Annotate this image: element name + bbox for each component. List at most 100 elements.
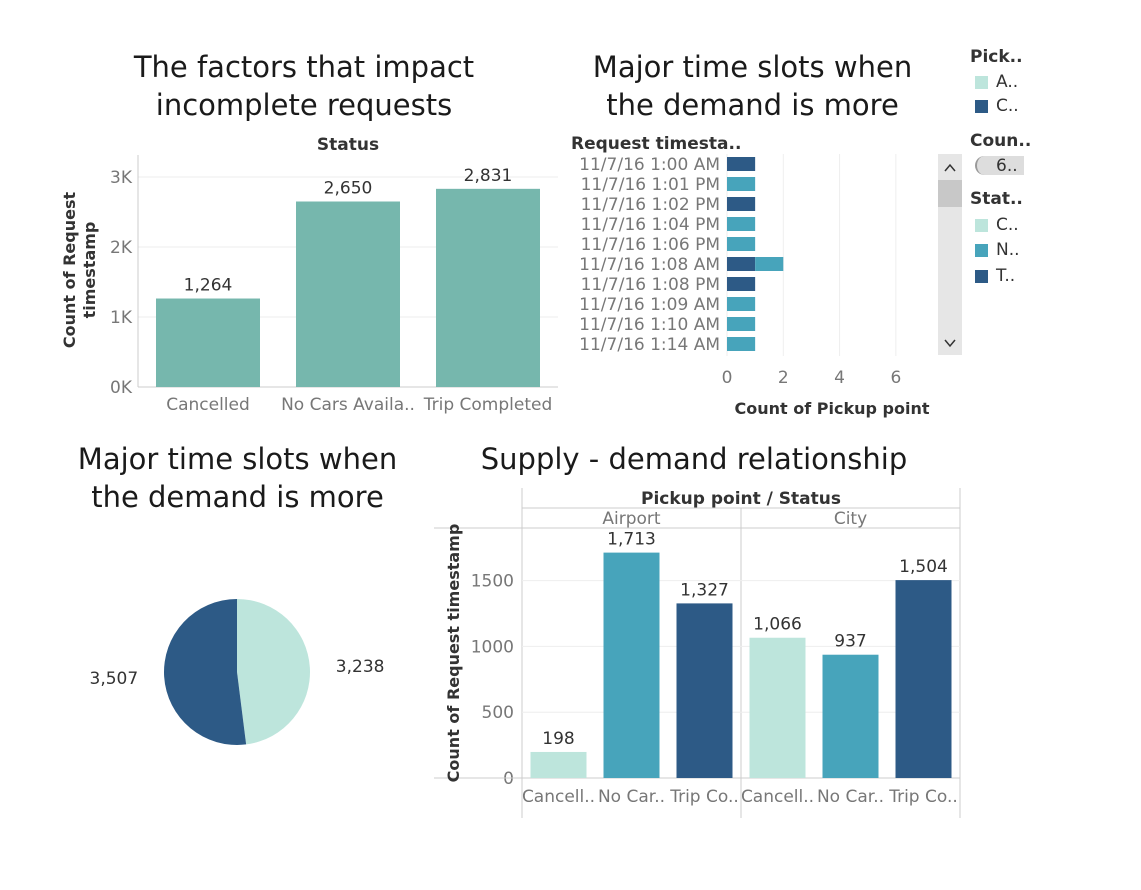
x-tick-label: 6 xyxy=(890,368,901,388)
bar-segment xyxy=(727,157,756,171)
y-axis-label-line: timestamp xyxy=(80,222,99,319)
x-tick-label: No Car.. xyxy=(598,787,665,807)
x-tick-label: Cancell.. xyxy=(522,787,595,807)
bar-value-label: 937 xyxy=(834,632,866,652)
legend-swatch-status-medium xyxy=(975,244,988,257)
row-label: 11/7/16 1:10 AM xyxy=(579,315,720,335)
bar-segment xyxy=(727,237,756,251)
bar-segment xyxy=(727,337,756,351)
legend-swatch-dark xyxy=(975,100,988,113)
chart-title-pie: Major time slots when the demand is more xyxy=(77,442,398,514)
row-label: 11/7/16 1:04 PM xyxy=(581,215,720,235)
bar-segment xyxy=(727,277,756,291)
row-label: 11/7/16 1:02 PM xyxy=(581,195,720,215)
bar-value-label: 1,066 xyxy=(753,615,802,635)
legend-status-item-1[interactable]: N.. xyxy=(996,240,1020,260)
y-tick-label: 1500 xyxy=(471,572,514,592)
row-label: 11/7/16 1:00 AM xyxy=(579,155,720,175)
row-label: 11/7/16 1:14 AM xyxy=(579,335,720,355)
bar-value-label: 1,713 xyxy=(607,530,656,550)
y-tick-label: 1K xyxy=(110,308,133,328)
chart-title-supply: Supply - demand relationship xyxy=(480,442,908,476)
y-tick-label: 1000 xyxy=(471,637,514,657)
chart-title-incomplete: The factors that impact incomplete reque… xyxy=(133,50,475,122)
legend-swatch-status-light xyxy=(975,219,988,232)
bar-value-label: 2,831 xyxy=(464,166,513,186)
pie-value-label: 3,238 xyxy=(336,657,385,677)
bar-value-label: 1,504 xyxy=(899,557,948,577)
x-tick-label: Trip Co.. xyxy=(669,787,739,807)
bar xyxy=(436,188,540,387)
legend-count-slider[interactable] xyxy=(975,156,1024,175)
bar xyxy=(749,637,806,778)
legend-status-item-0[interactable]: C.. xyxy=(996,215,1019,235)
legend-pickup-title: Pick.. xyxy=(970,47,1023,67)
pie-slice xyxy=(164,599,247,745)
bar-segment xyxy=(727,217,756,231)
row-header: Request timesta.. xyxy=(571,134,741,154)
bar xyxy=(156,298,260,387)
chevron-up-icon xyxy=(944,163,956,172)
bar xyxy=(530,751,587,778)
legend-status-item-2[interactable]: T.. xyxy=(996,266,1016,286)
group-label: City xyxy=(834,509,867,529)
bar-segment xyxy=(727,257,756,271)
y-tick-label: 0K xyxy=(110,378,133,398)
group-label: Airport xyxy=(602,509,661,529)
chart-header: Status xyxy=(317,135,379,155)
bar-segment xyxy=(727,197,756,211)
bar-value-label: 198 xyxy=(542,729,574,749)
x-tick-label: 2 xyxy=(778,368,789,388)
x-axis-label: Count of Pickup point xyxy=(735,399,930,418)
bar-value-label: 1,327 xyxy=(680,580,729,600)
bar xyxy=(676,603,733,778)
x-tick-label: No Car.. xyxy=(817,787,884,807)
chart-header: Pickup point / Status xyxy=(641,489,841,509)
row-label: 11/7/16 1:01 PM xyxy=(581,175,720,195)
legend-pickup-item-0[interactable]: A.. xyxy=(996,72,1019,92)
row-label: 11/7/16 1:06 PM xyxy=(581,235,720,255)
y-axis-label-line: Count of Request xyxy=(60,192,79,349)
x-tick-label: Trip Completed xyxy=(423,395,553,415)
bar-value-label: 1,264 xyxy=(184,276,233,296)
y-tick-label: 0 xyxy=(503,769,514,789)
bar-segment xyxy=(727,317,756,331)
row-label: 11/7/16 1:09 AM xyxy=(579,295,720,315)
bar-value-label: 2,650 xyxy=(324,179,373,199)
bar-segment xyxy=(727,297,756,311)
x-tick-label: Cancell.. xyxy=(741,787,814,807)
row-label: 11/7/16 1:08 AM xyxy=(579,255,720,275)
legend-count-title: Coun.. xyxy=(970,131,1032,151)
chart-title-timeslots: Major time slots when the demand is more xyxy=(592,50,913,122)
x-tick-label: 0 xyxy=(722,368,733,388)
x-tick-label: 4 xyxy=(834,368,845,388)
y-tick-label: 500 xyxy=(482,703,514,723)
scrollbar-thumb xyxy=(938,180,962,207)
y-axis-label: Count of Requesttimestamp xyxy=(60,192,99,349)
x-tick-label: No Cars Availa.. xyxy=(281,395,415,415)
y-axis-label: Count of Request timestamp xyxy=(444,524,463,783)
chevron-down-icon xyxy=(944,339,956,348)
y-tick-label: 2K xyxy=(110,238,133,258)
pie-value-label: 3,507 xyxy=(90,669,139,689)
legend-count-value: 6.. xyxy=(996,156,1018,176)
bar-segment xyxy=(755,257,784,271)
bar xyxy=(822,654,879,778)
x-tick-label: Trip Co.. xyxy=(888,787,958,807)
legend-swatch-light xyxy=(975,76,988,89)
x-tick-label: Cancelled xyxy=(166,395,250,415)
bar-segment xyxy=(727,177,756,191)
y-tick-label: 3K xyxy=(110,168,133,188)
legend-status-title: Stat.. xyxy=(970,189,1023,209)
bar xyxy=(296,201,400,387)
pie-slice xyxy=(237,599,311,745)
row-label: 11/7/16 1:08 PM xyxy=(581,275,720,295)
legend-pickup-item-1[interactable]: C.. xyxy=(996,96,1019,116)
bar xyxy=(895,580,952,778)
legend-swatch-status-dark xyxy=(975,270,988,283)
bar xyxy=(603,552,660,778)
